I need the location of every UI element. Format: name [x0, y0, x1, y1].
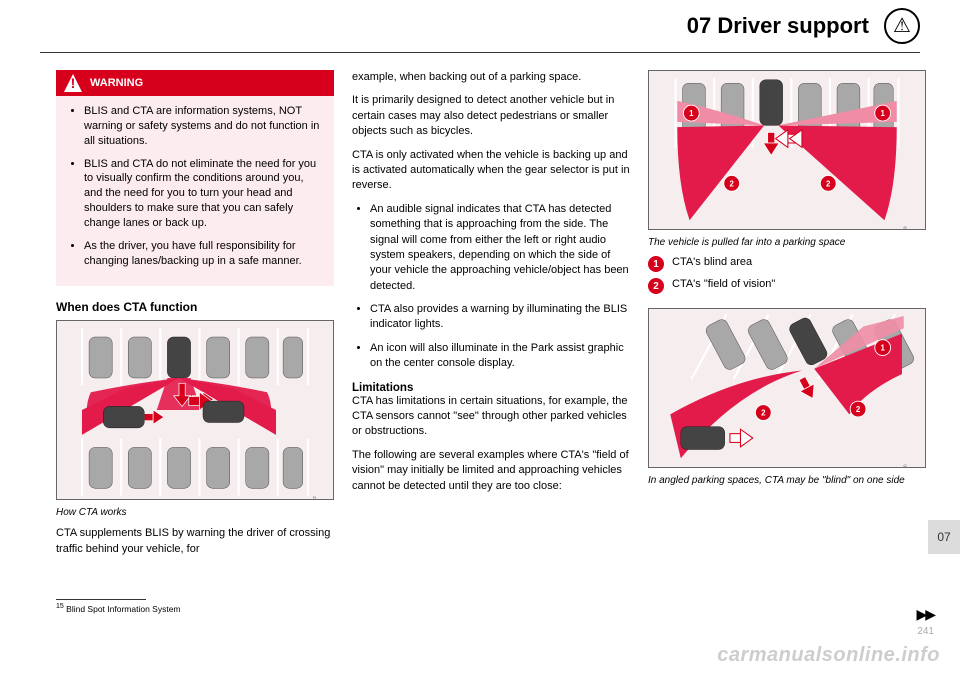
svg-text:1: 1: [880, 344, 885, 353]
warning-box: ! WARNING BLIS and CTA are information s…: [56, 70, 334, 286]
continuation-arrows-icon: ▶▶: [916, 606, 934, 623]
limitations-heading: Limitations: [352, 382, 630, 394]
bullet-item: An icon will also illuminate in the Park…: [370, 341, 630, 372]
warning-header: ! WARNING: [56, 70, 334, 96]
feature-bullets: An audible signal indicates that CTA has…: [352, 202, 630, 372]
svg-text:1: 1: [880, 109, 885, 118]
bullet-item: An audible signal indicates that CTA has…: [370, 202, 630, 294]
legend-badge-1: 1: [648, 256, 664, 272]
page-header: 07 Driver support: [0, 0, 960, 56]
page-number: 241: [917, 626, 934, 637]
figure-parking-space: 1 1 2 2 G047829: [648, 70, 926, 230]
watermark: carmanualsonline.info: [717, 644, 940, 667]
footnote-num: 15: [56, 603, 64, 610]
legend-row: 2 CTA's "field of vision": [648, 278, 926, 294]
body-text: example, when backing out of a parking s…: [352, 70, 630, 85]
svg-text:2: 2: [826, 179, 831, 188]
svg-text:2: 2: [856, 405, 861, 414]
footnote: 15 Blind Spot Information System: [56, 603, 334, 614]
figure-angled-parking: 1 2 2 G047830: [648, 308, 926, 468]
body-text: CTA is only activated when the vehicle i…: [352, 148, 630, 194]
body-text: CTA has limitations in certain situation…: [352, 394, 630, 440]
chapter-title: 07 Driver support: [687, 13, 869, 39]
chapter-num: 07: [687, 13, 711, 38]
warning-triangle-icon: !: [64, 74, 82, 92]
body-text: It is primarily designed to detect anoth…: [352, 93, 630, 139]
warning-item: BLIS and CTA are information systems, NO…: [84, 104, 322, 149]
section-title-when-cta: When does CTA function: [56, 300, 334, 314]
page-body: ! WARNING BLIS and CTA are information s…: [56, 70, 926, 614]
body-text: The following are several examples where…: [352, 448, 630, 494]
legend-text: CTA's "field of vision": [672, 278, 775, 290]
column-1: ! WARNING BLIS and CTA are information s…: [56, 70, 334, 614]
column-2: example, when backing out of a parking s…: [352, 70, 630, 614]
column-3: 1 1 2 2 G047829 The vehicle is pulled fa…: [648, 70, 926, 614]
svg-text:2: 2: [730, 179, 735, 188]
body-text: CTA supplements BLIS by warning the driv…: [56, 526, 334, 557]
legend-row: 1 CTA's blind area: [648, 256, 926, 272]
warning-item: BLIS and CTA do not eliminate the need f…: [84, 157, 322, 231]
svg-text:G047830: G047830: [902, 464, 907, 468]
svg-text:G047829: G047829: [902, 226, 907, 230]
warning-item: As the driver, you have full responsibil…: [84, 239, 322, 269]
footnote-rule: [56, 599, 146, 600]
header-rule: [40, 52, 920, 53]
footnote-text: Blind Spot Information System: [66, 604, 180, 614]
figure-caption: The vehicle is pulled far into a parking…: [648, 237, 926, 248]
figure-code: G047802: [312, 496, 317, 500]
legend-text: CTA's blind area: [672, 256, 752, 268]
chapter-warning-icon: [884, 8, 920, 44]
warning-label: WARNING: [90, 77, 143, 89]
warning-list: BLIS and CTA are information systems, NO…: [56, 96, 334, 268]
figure-caption: In angled parking spaces, CTA may be "bl…: [648, 475, 926, 486]
figure-how-cta-works: G047802: [56, 320, 334, 500]
figure-caption: How CTA works: [56, 507, 334, 518]
svg-text:2: 2: [761, 409, 766, 418]
svg-text:1: 1: [689, 109, 694, 118]
legend-badge-2: 2: [648, 278, 664, 294]
bullet-item: CTA also provides a warning by illuminat…: [370, 302, 630, 333]
chapter-name: Driver support: [717, 13, 869, 38]
side-tab: 07: [928, 520, 960, 554]
